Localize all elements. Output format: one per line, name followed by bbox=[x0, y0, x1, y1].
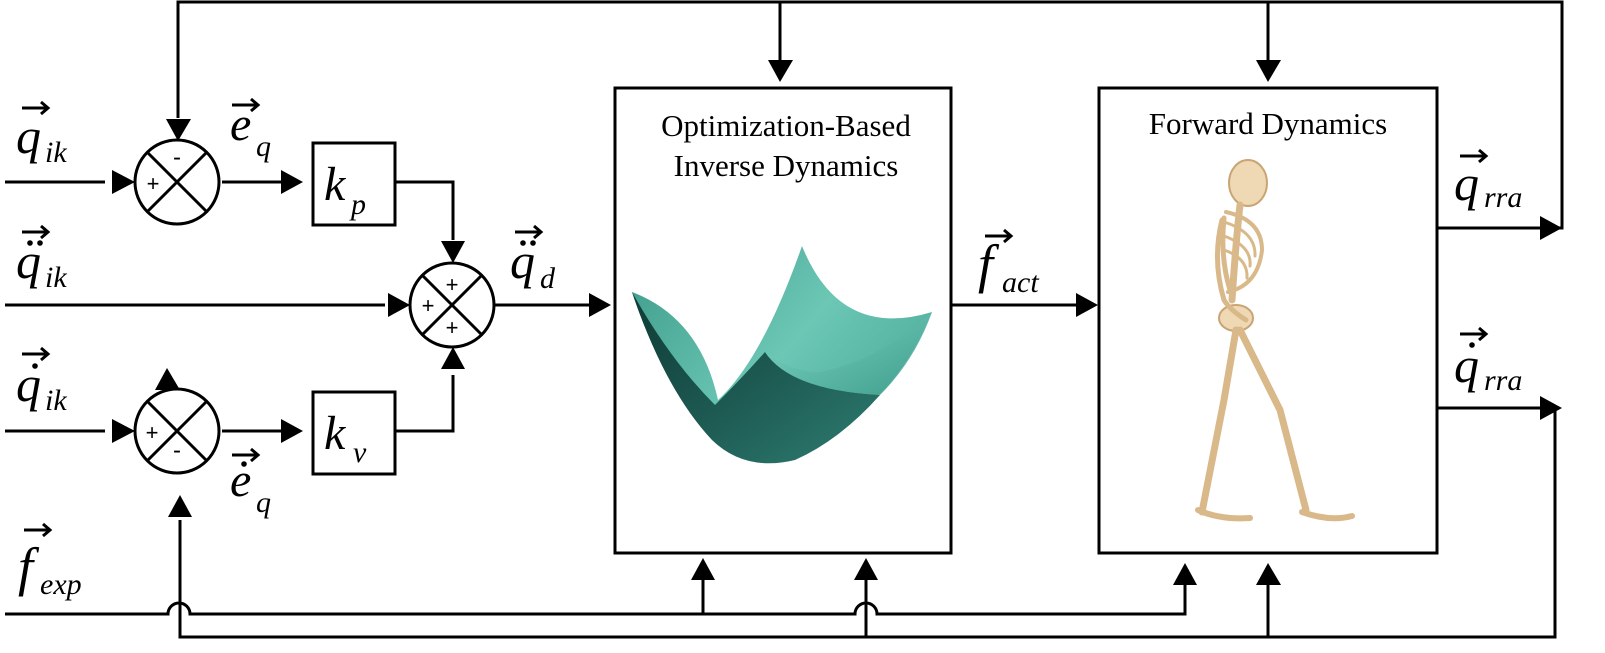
arrowhead bbox=[112, 170, 135, 194]
sj2-top-sign: + bbox=[446, 272, 459, 297]
inverse-dynamics-title-line2: Inverse Dynamics bbox=[674, 148, 899, 183]
arrowhead bbox=[281, 419, 303, 443]
ed-q-sub: q bbox=[256, 486, 271, 519]
q-rra-sub: rra bbox=[1484, 181, 1522, 214]
arrowhead bbox=[1540, 396, 1562, 420]
f-exp-wire bbox=[5, 585, 1187, 616]
qdd-ik-label: q ik bbox=[16, 224, 67, 294]
qd-rra-sub: rra bbox=[1484, 364, 1522, 397]
q-rra-label: q rra bbox=[1454, 148, 1522, 214]
forward-dynamics-title: Forward Dynamics bbox=[1149, 106, 1387, 141]
e-q-base: e bbox=[230, 98, 251, 151]
f-act-sub: act bbox=[1002, 266, 1039, 299]
arrowhead bbox=[854, 558, 878, 580]
q-rra-base: q bbox=[1454, 155, 1479, 211]
arrowhead bbox=[112, 419, 135, 443]
summing-junction-1: - + bbox=[133, 138, 221, 226]
qd-rra-to-sj3-wire bbox=[178, 520, 866, 639]
q-ik-label: q ik bbox=[16, 100, 67, 169]
kp-gain-block: k p bbox=[311, 141, 397, 227]
kv-sub: v bbox=[353, 436, 367, 469]
walking-skeleton-icon bbox=[1195, 159, 1355, 522]
f-act-label: f act bbox=[978, 228, 1039, 299]
arrowhead bbox=[1540, 216, 1562, 240]
arrowhead bbox=[1256, 563, 1281, 585]
kp-out-wire bbox=[395, 180, 455, 240]
f-act-base: f bbox=[978, 234, 1000, 294]
qd-ik-base: q bbox=[16, 356, 41, 412]
arrowhead bbox=[1076, 293, 1098, 317]
sj2-left-sign: + bbox=[422, 293, 435, 318]
summing-junction-3: + - bbox=[133, 387, 221, 475]
q-ik-base: q bbox=[16, 108, 41, 164]
arrowhead bbox=[168, 495, 192, 517]
qdd-ik-base: q bbox=[16, 233, 41, 289]
e-q-label: e q bbox=[230, 97, 271, 163]
q-rra-feedback-wire bbox=[176, 0, 1564, 230]
sj3-bottom-sign: - bbox=[173, 437, 181, 464]
qd-rra-base: q bbox=[1454, 337, 1479, 393]
arrowhead bbox=[589, 293, 611, 317]
f-exp-label: f exp bbox=[18, 522, 82, 601]
summing-junction-2: + + + bbox=[408, 261, 496, 349]
qdd-ik-sub: ik bbox=[45, 261, 67, 294]
sj1-top-sign: - bbox=[173, 144, 181, 171]
arrowheads bbox=[112, 60, 1562, 585]
qd-rra-label: q rra bbox=[1454, 326, 1522, 397]
sj1-left-sign: + bbox=[147, 171, 160, 196]
f-exp-base: f bbox=[18, 537, 40, 597]
qd-ik-sub: ik bbox=[45, 384, 67, 417]
e-q-sub: q bbox=[256, 130, 271, 163]
sj2-bottom-sign: + bbox=[446, 315, 459, 340]
ed-q-label: e q bbox=[230, 447, 271, 519]
sj3-left-sign: + bbox=[146, 420, 159, 445]
f-exp-sub: exp bbox=[40, 568, 82, 601]
arrowhead bbox=[441, 241, 465, 263]
kp-base: k bbox=[324, 158, 347, 211]
arrowhead bbox=[388, 293, 410, 317]
qdd-d-base: q bbox=[510, 233, 535, 289]
arrowhead bbox=[1256, 60, 1281, 82]
arrowhead bbox=[1173, 563, 1197, 585]
q-ik-sub: ik bbox=[45, 136, 67, 169]
forward-dynamics-block: Forward Dynamics bbox=[1097, 86, 1439, 555]
kv-base: k bbox=[324, 407, 347, 460]
qd-ik-label: q ik bbox=[16, 346, 67, 417]
optimization-surface-icon bbox=[632, 246, 932, 464]
inverse-dynamics-block: Optimization-Based Inverse Dynamics bbox=[613, 86, 953, 555]
qdd-d-label: q d bbox=[510, 224, 556, 295]
arrowhead bbox=[691, 558, 715, 580]
arrowhead bbox=[768, 60, 793, 82]
arrowhead bbox=[281, 170, 303, 194]
arrowhead bbox=[441, 347, 465, 369]
arrowhead bbox=[155, 368, 180, 390]
kv-gain-block: k v bbox=[311, 390, 397, 476]
kv-out-wire bbox=[395, 375, 455, 433]
ed-q-base: e bbox=[230, 454, 251, 507]
inverse-dynamics-title-line1: Optimization-Based bbox=[661, 108, 911, 143]
qdd-d-sub: d bbox=[540, 262, 556, 295]
arrowhead bbox=[166, 119, 191, 141]
qd-rra-feedback-wire bbox=[864, 406, 1557, 639]
kp-sub: p bbox=[349, 188, 366, 221]
